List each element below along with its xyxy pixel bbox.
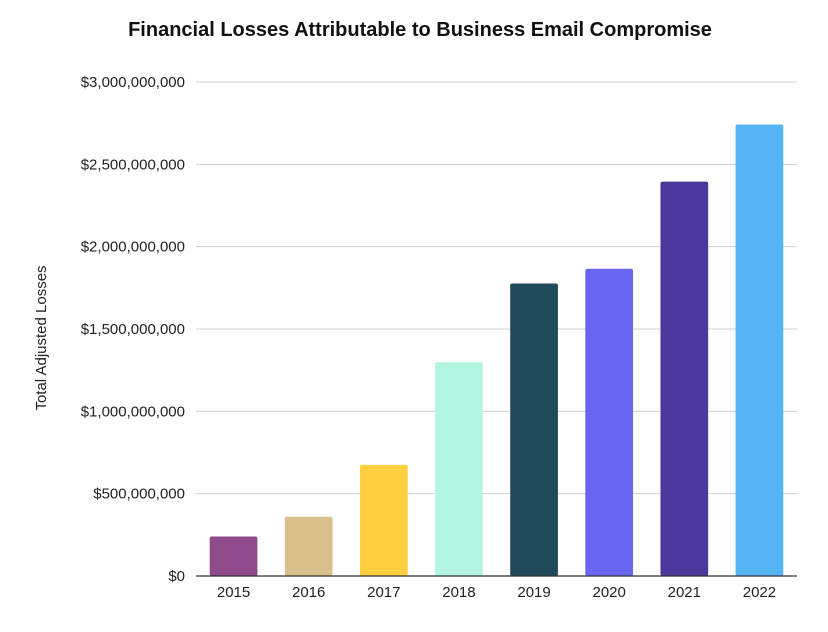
x-tick-label: 2015 <box>217 584 250 601</box>
y-tick-label: $500,000,000 <box>93 486 185 503</box>
y-tick-label: $2,000,000,000 <box>81 239 185 256</box>
bars <box>209 124 784 576</box>
x-tick-label: 2018 <box>442 584 475 601</box>
x-tick-label: 2016 <box>292 584 325 601</box>
y-axis-ticks: $0 $500,000,000 $1,000,000,000 $1,500,000,0… <box>81 74 185 585</box>
x-tick-label: 2019 <box>517 584 550 601</box>
bar-2020 <box>585 268 634 576</box>
y-tick-label: $3,000,000,000 <box>81 74 185 91</box>
y-axis-label: Total Adjusted Losses <box>33 265 50 410</box>
y-tick-label: $2,500,000,000 <box>81 156 185 173</box>
bar-2017 <box>359 464 408 576</box>
bar-2021 <box>660 181 709 576</box>
x-axis-ticks: 2015 2016 2017 2018 2019 2020 2021 2022 <box>217 584 776 601</box>
x-tick-label: 2021 <box>668 584 701 601</box>
y-tick-label: $1,500,000,000 <box>81 321 185 338</box>
bar-2016 <box>284 516 333 576</box>
x-tick-label: 2020 <box>593 584 626 601</box>
bar-2019 <box>510 283 558 576</box>
bar-2018 <box>435 362 483 576</box>
chart-title: Financial Losses Attributable to Busines… <box>128 19 712 41</box>
x-tick-label: 2017 <box>367 584 400 601</box>
x-tick-label: 2022 <box>743 584 776 601</box>
y-tick-label: $1,000,000,000 <box>81 403 185 420</box>
y-tick-label: $0 <box>168 568 185 585</box>
bar-2022 <box>735 124 784 576</box>
bar-2015 <box>209 536 258 576</box>
